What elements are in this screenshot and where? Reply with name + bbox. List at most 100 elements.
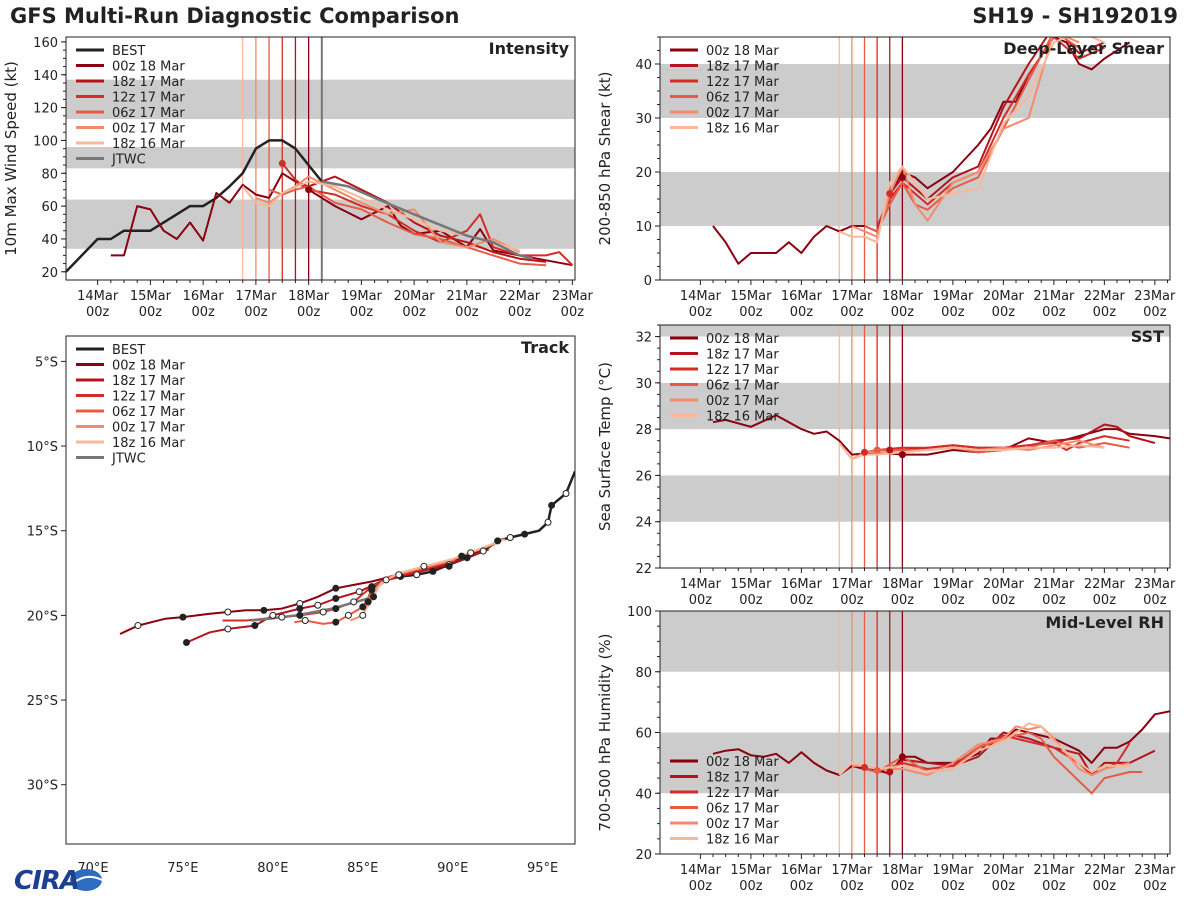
x-tick-label: 00z xyxy=(1093,879,1117,894)
x-tick-label: 00z xyxy=(244,305,268,320)
track-point xyxy=(359,603,367,611)
y-tick-label: 26 xyxy=(635,469,652,484)
x-tick-label: 22Mar xyxy=(499,289,541,304)
y-tick-label: 60 xyxy=(41,200,58,215)
x-tick-label: 14Mar xyxy=(680,289,722,304)
x-tick-label: 21Mar xyxy=(1033,863,1075,878)
x-tick-label: 18Mar xyxy=(882,577,924,592)
y-tick-label: 5°S xyxy=(35,355,58,370)
series-line xyxy=(321,180,534,260)
track-point xyxy=(506,534,514,542)
y-tick-label: 80 xyxy=(635,666,652,681)
track-point xyxy=(458,552,466,560)
x-tick-label: 00z xyxy=(191,305,215,320)
x-tick-label: 00z xyxy=(739,879,763,894)
legend-label: 18z 16 Mar xyxy=(112,137,185,152)
x-tick-label: 22Mar xyxy=(1084,863,1126,878)
legend-label: BEST xyxy=(112,44,145,59)
plot-area xyxy=(119,471,575,646)
data-point xyxy=(873,766,881,774)
legend-label: 18z 16 Mar xyxy=(112,436,185,451)
legend-label: 18z 17 Mar xyxy=(706,60,779,75)
x-tick-label: 16Mar xyxy=(781,289,823,304)
legend-label: 12z 17 Mar xyxy=(706,363,779,378)
y-tick-label: 20°S xyxy=(27,609,58,624)
track-point xyxy=(355,588,363,596)
y-axis-label: 10m Max Wind Speed (kt) xyxy=(2,61,20,256)
x-tick-label: 00z xyxy=(402,305,426,320)
track-point xyxy=(224,608,232,616)
track-point xyxy=(359,611,367,619)
track-point xyxy=(382,576,390,584)
x-tick-label: 00z xyxy=(1093,305,1117,320)
y-tick-label: 24 xyxy=(635,516,652,531)
x-tick-label: 21Mar xyxy=(1033,577,1075,592)
x-tick-label: 20Mar xyxy=(983,577,1025,592)
y-axis-label: 200-850 hPa Shear (kt) xyxy=(596,72,614,246)
legend-label: 06z 17 Mar xyxy=(706,91,779,106)
y-tick-label: 30 xyxy=(635,377,652,392)
x-tick-label: 00z xyxy=(992,305,1016,320)
legend-label: 00z 18 Mar xyxy=(706,44,779,59)
data-point xyxy=(886,446,894,454)
chart-shear: 01020304014Mar00z15Mar00z16Mar00z17Mar00… xyxy=(596,36,1176,320)
track-point xyxy=(224,625,232,633)
y-tick-label: 0 xyxy=(644,274,652,289)
chart-track: 5°S10°S15°S20°S25°S30°S70°E 75°E 80°E 85°E 9… xyxy=(27,335,576,876)
y-tick-label: 40 xyxy=(635,787,652,802)
legend-label: 18z 16 Mar xyxy=(706,122,779,137)
x-tick-label: 00z xyxy=(941,305,965,320)
track-point xyxy=(562,489,570,497)
track-point xyxy=(350,598,358,606)
chart-rh: 2040608010014Mar00z15Mar00z16Mar00z17Mar… xyxy=(596,605,1176,894)
x-tick-label: 19Mar xyxy=(932,863,974,878)
track-point xyxy=(332,618,340,626)
legend-label: BEST xyxy=(112,343,145,358)
data-point xyxy=(861,763,869,771)
shaded-band xyxy=(66,147,575,169)
x-tick-label: 00z xyxy=(1093,593,1117,608)
track-point xyxy=(370,593,378,601)
x-tick-label: 19Mar xyxy=(341,289,383,304)
x-tick-label: 00z xyxy=(790,593,814,608)
legend-label: 18z 16 Mar xyxy=(706,410,779,425)
x-tick-label: 18Mar xyxy=(288,289,330,304)
track-point xyxy=(314,601,322,609)
track-point xyxy=(278,613,286,621)
panel-title: Deep-Layer Shear xyxy=(1003,39,1164,58)
x-tick-label: 00z xyxy=(139,305,163,320)
x-tick-label: 23Mar xyxy=(1134,577,1176,592)
shaded-band xyxy=(660,325,1170,337)
data-point xyxy=(873,446,881,454)
shaded-band xyxy=(660,611,1170,672)
legend-label: 12z 17 Mar xyxy=(112,91,185,106)
legend-label: 00z 17 Mar xyxy=(706,106,779,121)
y-tick-label: 120 xyxy=(33,102,58,117)
legend-label: 18z 17 Mar xyxy=(706,348,779,363)
x-tick-label: 00z xyxy=(689,305,713,320)
y-tick-label: 100 xyxy=(627,605,652,620)
y-tick-label: 30 xyxy=(635,112,652,127)
legend-label: 00z 18 Mar xyxy=(706,755,779,770)
x-tick-label: 17Mar xyxy=(831,289,873,304)
track-point xyxy=(521,530,529,538)
x-tick-label: 21Mar xyxy=(446,289,488,304)
data-point xyxy=(898,451,906,459)
x-tick-label: 85°E xyxy=(347,861,378,876)
x-tick-label: 75°E xyxy=(167,861,198,876)
shaded-band xyxy=(660,475,1170,522)
x-tick-label: 95°E xyxy=(527,861,558,876)
x-tick-label: 16Mar xyxy=(781,863,823,878)
y-tick-label: 40 xyxy=(635,58,652,73)
y-tick-label: 15°S xyxy=(27,525,58,540)
x-tick-label: 00z xyxy=(561,305,585,320)
legend-label: 06z 17 Mar xyxy=(112,106,185,121)
x-tick-label: 14Mar xyxy=(680,577,722,592)
legend-label: 00z 17 Mar xyxy=(112,421,185,436)
axes-frame xyxy=(65,36,576,281)
data-point xyxy=(898,753,906,761)
track-point xyxy=(364,598,372,606)
track-point xyxy=(413,571,421,579)
